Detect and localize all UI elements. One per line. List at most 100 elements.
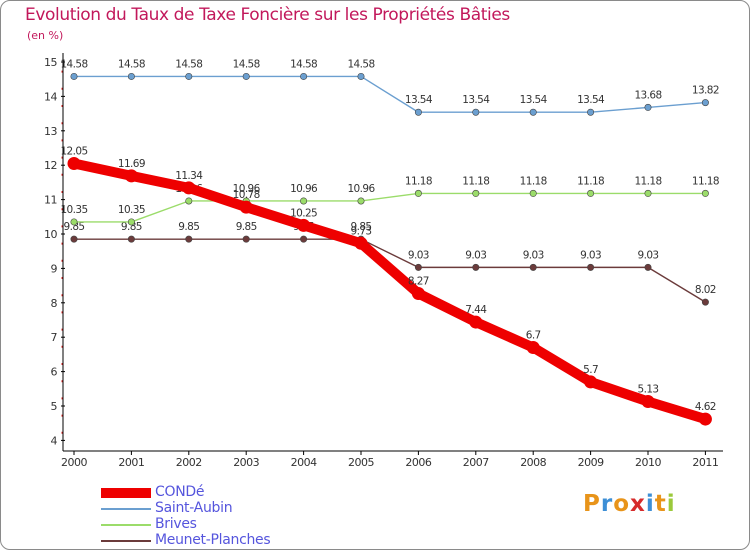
data-label: 10.25 [290,207,317,219]
legend-swatch [101,508,151,510]
data-label: 10.96 [233,183,261,195]
y-tick-label: 9 [51,262,58,275]
data-point [70,218,78,226]
series-line [73,75,707,113]
data-label: 14.58 [60,58,87,70]
data-point [357,72,365,80]
proxiti-logo: Proxiti [583,491,676,517]
data-point [701,298,709,306]
data-point [411,287,425,301]
data-label: 10.78 [233,189,260,201]
data-point [300,235,308,243]
data-label: 11.69 [118,158,145,170]
data-point [70,235,78,243]
data-label: 6.7 [526,330,541,342]
data-point [529,108,537,116]
data-label: 11.18 [405,175,432,187]
data-label: 14.58 [175,58,202,70]
data-label: 9.85 [351,221,372,233]
data-point [182,181,196,195]
data-point [584,375,598,389]
series-line [73,192,707,223]
legend-label: Brives [155,516,197,532]
y-tick-label: 15 [44,56,57,69]
data-point [300,197,308,205]
logo-letter: i [666,491,676,517]
x-tick-label: 2005 [348,456,374,469]
data-label: 14.58 [290,58,317,70]
legend-swatch [101,540,151,542]
data-label: 4.62 [695,401,716,413]
data-label: 13.54 [405,94,433,106]
data-label: 9.85 [64,221,85,233]
data-point [127,235,135,243]
data-point [297,218,311,232]
series-line [73,238,707,303]
x-tick-label: 2010 [635,456,661,469]
data-label: 11.18 [692,175,719,187]
chart-title: Evolution du Taux de Taxe Foncière sur l… [25,5,510,25]
data-point [526,341,540,355]
logo-letter: r [600,491,614,517]
data-point [127,218,135,226]
legend-swatch [101,524,151,526]
data-label: 10.35 [118,204,145,216]
data-point [67,156,81,170]
data-point [414,108,422,116]
data-label: 11.18 [634,175,661,187]
data-point [529,263,537,271]
data-point [70,72,78,80]
x-tick-label: 2000 [61,456,87,469]
data-point [185,72,193,80]
data-point [698,412,712,426]
x-tick-label: 2006 [405,456,431,469]
y-tick-label: 4 [51,434,58,447]
data-label: 9.73 [351,225,372,237]
data-label: 14.58 [233,58,260,70]
data-label: 9.03 [408,249,429,261]
data-point [300,72,308,80]
data-label: 13.54 [520,94,548,106]
data-label: 12.05 [60,145,87,157]
logo-letter: o [613,491,631,517]
data-label: 13.54 [462,94,490,106]
y-tick-label: 5 [51,400,58,413]
x-tick-label: 2007 [463,456,489,469]
y-tick-label: 13 [44,125,57,138]
data-point [469,315,483,329]
data-label: 9.85 [236,221,257,233]
data-label: 11.18 [520,175,547,187]
data-point [472,263,480,271]
data-label: 13.82 [692,85,719,97]
legend-label: Saint-Aubin [155,500,233,516]
data-point [127,72,135,80]
data-point [185,197,193,205]
y-tick-label: 12 [44,159,57,172]
data-point [239,200,253,214]
x-tick-label: 2009 [578,456,604,469]
data-point [185,235,193,243]
data-label: 14.58 [118,58,145,70]
data-point [641,395,655,409]
data-label: 13.68 [634,89,661,101]
legend-label: Meunet-Planches [155,532,271,548]
data-point [701,99,709,107]
legend-swatch [101,488,151,498]
data-label: 9.03 [465,249,486,261]
data-label: 14.58 [347,58,374,70]
x-tick-label: 2001 [118,456,144,469]
data-label: 11.18 [462,175,489,187]
x-tick-label: 2011 [692,456,718,469]
data-point [587,189,595,197]
data-label: 9.85 [121,221,142,233]
y-tick-label: 11 [44,194,57,207]
x-tick-label: 2004 [291,456,317,469]
data-point [242,235,250,243]
data-point [701,189,709,197]
data-point [124,169,138,183]
y-tick-label: 10 [44,228,57,241]
logo-letter: t [654,491,667,517]
data-point [644,103,652,111]
x-tick-label: 2002 [176,456,202,469]
